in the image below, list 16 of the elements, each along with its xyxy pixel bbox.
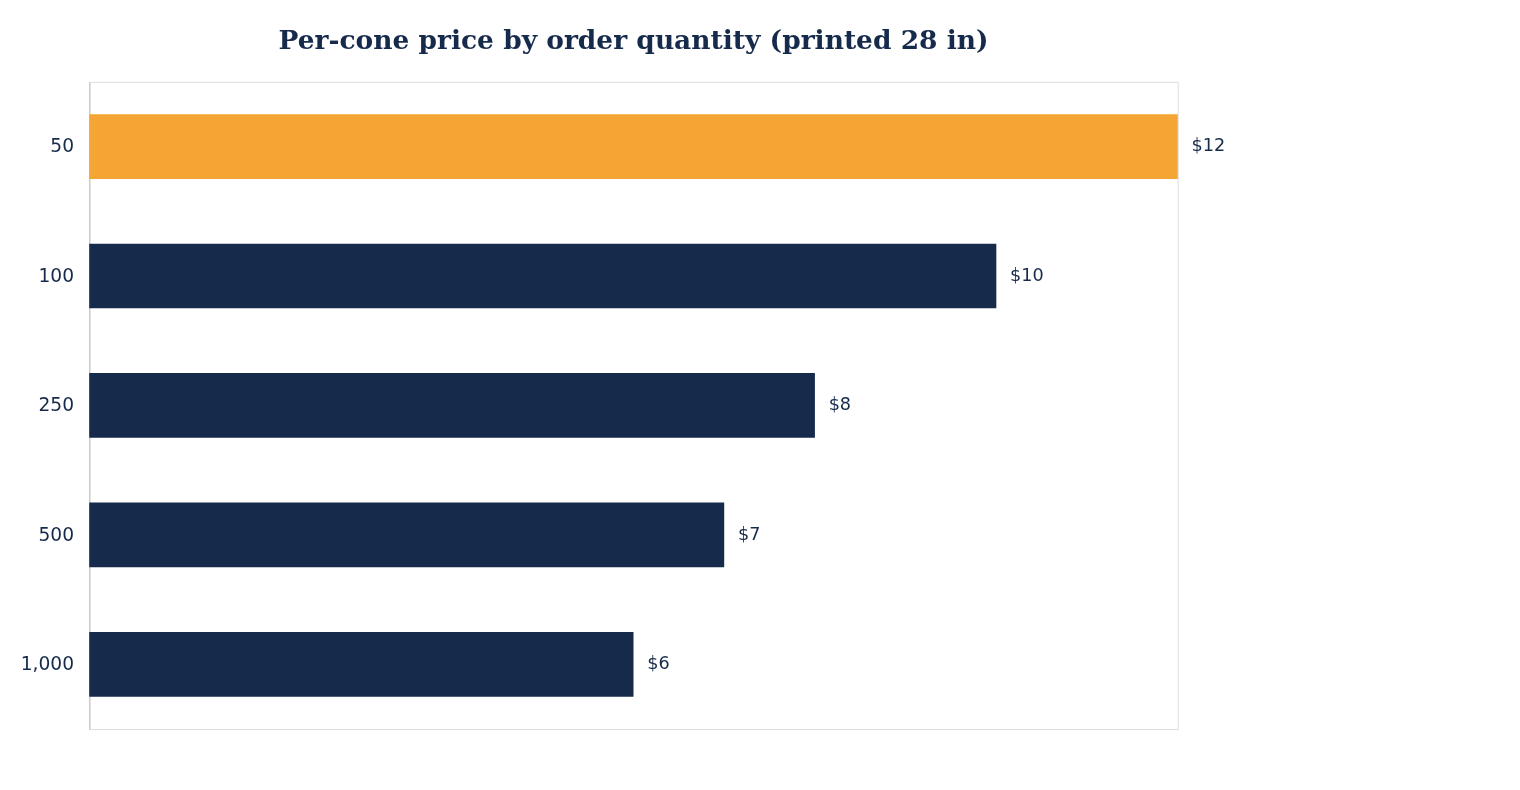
chart-title: Per-cone price by order quantity (printed 28 in) xyxy=(278,23,989,55)
bar xyxy=(89,631,634,697)
data-label: $8 xyxy=(828,394,852,415)
y-tick-label: 1,000 xyxy=(20,653,75,675)
data-label: $10 xyxy=(1010,264,1044,285)
y-tick-label: 100 xyxy=(38,264,75,286)
y-tick-label: 250 xyxy=(38,394,75,416)
y-tick-label: 500 xyxy=(38,523,75,545)
data-label: $7 xyxy=(737,523,761,544)
bar xyxy=(89,502,725,568)
bar xyxy=(89,114,1178,179)
y-tick-label: 50 xyxy=(50,135,75,157)
data-label: $12 xyxy=(1191,135,1226,156)
data-label: $6 xyxy=(647,653,670,674)
bar xyxy=(89,373,815,438)
bar xyxy=(89,243,997,309)
